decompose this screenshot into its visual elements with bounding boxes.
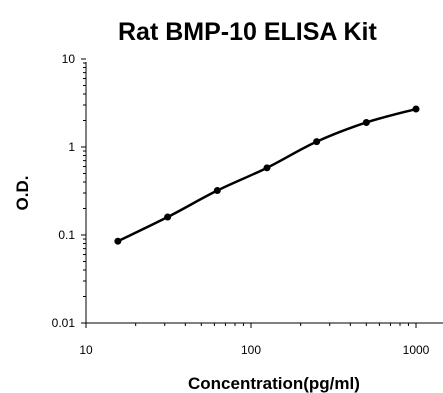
data-series xyxy=(114,105,420,245)
data-point xyxy=(114,237,122,245)
y-axis-ticks: 10 1 0.1 0.01 xyxy=(52,52,86,330)
chart-title: Rat BMP-10 ELISA Kit xyxy=(118,18,378,46)
y-tick-label: 10 xyxy=(62,52,76,66)
y-tick-label: 1 xyxy=(68,140,75,154)
x-axis-label: Concentration(pg/ml) xyxy=(188,374,360,393)
series-line xyxy=(116,107,418,243)
y-tick-label: 0.1 xyxy=(58,228,75,242)
x-tick-label: 100 xyxy=(241,343,261,357)
data-point xyxy=(412,105,420,113)
x-tick-label: 10 xyxy=(79,343,93,357)
data-point xyxy=(263,164,271,172)
y-axis-label: O.D. xyxy=(13,176,32,211)
data-point xyxy=(362,118,370,126)
data-point xyxy=(213,187,221,195)
data-point xyxy=(313,138,321,146)
x-axis-ticks: 10 100 1000 xyxy=(79,323,430,357)
data-point xyxy=(164,213,172,221)
y-tick-label: 0.01 xyxy=(52,316,76,330)
x-tick-label: 1000 xyxy=(403,343,430,357)
